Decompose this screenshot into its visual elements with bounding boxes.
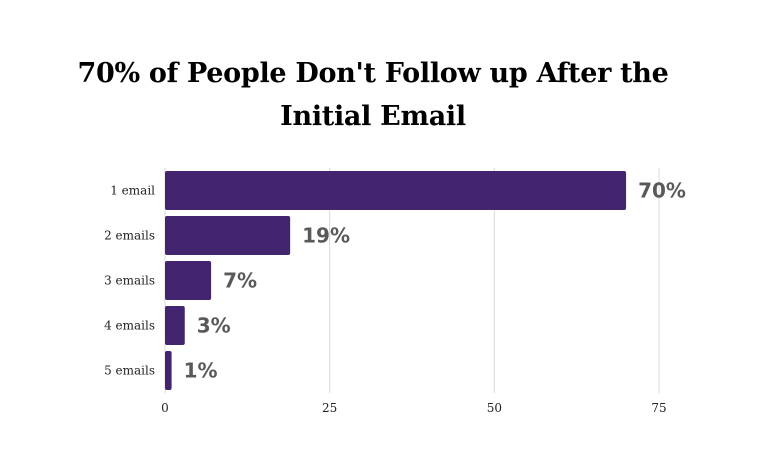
bar bbox=[165, 261, 212, 300]
data-label: 7% bbox=[223, 269, 257, 293]
x-tick-label: 0 bbox=[161, 401, 169, 415]
bar bbox=[165, 306, 185, 345]
data-label: 1% bbox=[184, 359, 218, 383]
data-label: 19% bbox=[302, 224, 350, 248]
x-tick-label: 75 bbox=[651, 401, 666, 415]
y-category-label: 1 email bbox=[110, 184, 155, 198]
x-tick-label: 50 bbox=[487, 401, 502, 415]
x-tick-label: 25 bbox=[322, 401, 337, 415]
y-category-label: 2 emails bbox=[104, 229, 155, 243]
bar bbox=[165, 351, 172, 390]
y-category-label: 5 emails bbox=[104, 364, 155, 378]
y-category-label: 3 emails bbox=[104, 274, 155, 288]
bar bbox=[165, 216, 291, 255]
data-label: 3% bbox=[197, 314, 231, 338]
data-label: 70% bbox=[638, 179, 686, 203]
y-category-label: 4 emails bbox=[104, 319, 155, 333]
chart-title-line-2: Initial Email bbox=[280, 101, 466, 132]
bar bbox=[165, 171, 627, 210]
chart-title-line-1: 70% of People Don't Follow up After the bbox=[77, 58, 669, 89]
chart-title: 70% of People Don't Follow up After the … bbox=[0, 52, 746, 138]
